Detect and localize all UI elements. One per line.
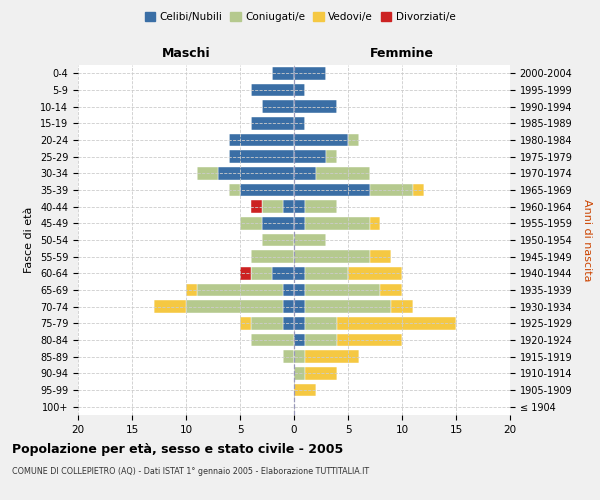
- Bar: [294, 234, 326, 246]
- Bar: [391, 300, 413, 313]
- Bar: [240, 184, 294, 196]
- Bar: [283, 200, 294, 213]
- Bar: [251, 317, 283, 330]
- Bar: [294, 200, 305, 213]
- Bar: [294, 284, 305, 296]
- Bar: [283, 284, 294, 296]
- Bar: [251, 117, 294, 130]
- Bar: [294, 300, 305, 313]
- Bar: [294, 117, 305, 130]
- Bar: [294, 100, 337, 113]
- Bar: [262, 100, 294, 113]
- Bar: [305, 317, 337, 330]
- Bar: [229, 150, 294, 163]
- Bar: [154, 300, 186, 313]
- Bar: [294, 334, 305, 346]
- Bar: [262, 200, 283, 213]
- Bar: [348, 134, 359, 146]
- Bar: [337, 317, 456, 330]
- Text: Maschi: Maschi: [161, 47, 211, 60]
- Bar: [272, 267, 294, 280]
- Bar: [240, 317, 251, 330]
- Bar: [186, 284, 197, 296]
- Bar: [251, 250, 294, 263]
- Legend: Celibi/Nubili, Coniugati/e, Vedovi/e, Divorziati/e: Celibi/Nubili, Coniugati/e, Vedovi/e, Di…: [140, 8, 460, 26]
- Bar: [294, 134, 348, 146]
- Bar: [294, 150, 326, 163]
- Bar: [262, 234, 294, 246]
- Bar: [294, 367, 305, 380]
- Bar: [305, 334, 337, 346]
- Bar: [370, 217, 380, 230]
- Bar: [316, 167, 370, 179]
- Bar: [294, 217, 305, 230]
- Bar: [283, 350, 294, 363]
- Bar: [283, 300, 294, 313]
- Bar: [240, 217, 262, 230]
- Bar: [305, 200, 337, 213]
- Text: COMUNE DI COLLEPIETRO (AQ) - Dati ISTAT 1° gennaio 2005 - Elaborazione TUTTITALI: COMUNE DI COLLEPIETRO (AQ) - Dati ISTAT …: [12, 468, 369, 476]
- Bar: [294, 67, 326, 80]
- Text: Femmine: Femmine: [370, 47, 434, 60]
- Bar: [305, 284, 380, 296]
- Text: Popolazione per età, sesso e stato civile - 2005: Popolazione per età, sesso e stato civil…: [12, 442, 343, 456]
- Bar: [272, 67, 294, 80]
- Bar: [197, 167, 218, 179]
- Bar: [370, 250, 391, 263]
- Bar: [294, 267, 305, 280]
- Bar: [240, 267, 251, 280]
- Bar: [326, 150, 337, 163]
- Bar: [197, 284, 283, 296]
- Bar: [370, 184, 413, 196]
- Bar: [305, 217, 370, 230]
- Bar: [413, 184, 424, 196]
- Bar: [251, 334, 294, 346]
- Bar: [218, 167, 294, 179]
- Bar: [294, 184, 370, 196]
- Bar: [186, 300, 283, 313]
- Bar: [305, 300, 391, 313]
- Bar: [294, 250, 370, 263]
- Bar: [294, 384, 316, 396]
- Bar: [262, 217, 294, 230]
- Bar: [283, 317, 294, 330]
- Bar: [294, 84, 305, 96]
- Bar: [380, 284, 402, 296]
- Bar: [229, 184, 240, 196]
- Y-axis label: Fasce di età: Fasce di età: [25, 207, 34, 273]
- Bar: [294, 317, 305, 330]
- Bar: [305, 267, 348, 280]
- Y-axis label: Anni di nascita: Anni di nascita: [582, 198, 592, 281]
- Bar: [337, 334, 402, 346]
- Bar: [305, 350, 359, 363]
- Bar: [229, 134, 294, 146]
- Bar: [251, 200, 262, 213]
- Bar: [348, 267, 402, 280]
- Bar: [251, 267, 272, 280]
- Bar: [294, 350, 305, 363]
- Bar: [294, 167, 316, 179]
- Bar: [251, 84, 294, 96]
- Bar: [305, 367, 337, 380]
